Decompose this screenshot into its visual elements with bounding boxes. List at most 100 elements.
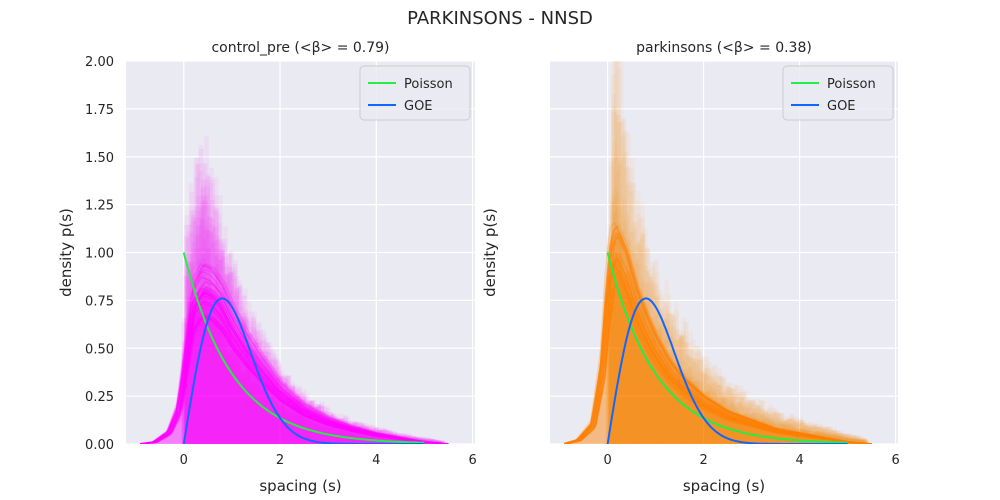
histogram-bar [215, 273, 221, 444]
histogram-bar [617, 242, 623, 444]
histogram-bar [733, 414, 738, 444]
histogram-bar [181, 352, 187, 444]
histogram-bar [187, 297, 192, 444]
histogram-bar [827, 427, 832, 444]
histogram-bar [744, 407, 750, 444]
histogram-bar [751, 419, 757, 444]
histogram-bar [726, 383, 732, 444]
histogram-bar [767, 417, 773, 444]
x-tick-label: 4 [795, 453, 803, 468]
histogram-bar [713, 397, 718, 444]
histogram-bar [659, 309, 665, 444]
histogram-bar [623, 271, 629, 444]
histogram-bar [611, 158, 617, 444]
histogram-bar [240, 374, 246, 444]
histogram-bar [422, 439, 427, 444]
histogram-bar [735, 408, 741, 444]
histogram-bar [228, 272, 234, 444]
histogram-bar [264, 385, 270, 444]
histogram-bar [816, 427, 822, 444]
histogram-bar [328, 411, 334, 444]
histogram-bar [806, 424, 811, 444]
histogram-bar [247, 317, 253, 444]
histogram-bar [305, 403, 311, 444]
histogram-bar [273, 361, 278, 444]
histogram-bar [725, 408, 731, 444]
histogram-bar [423, 439, 429, 444]
histogram-bar [661, 356, 667, 444]
histogram-bar [657, 289, 663, 444]
kde-curve [564, 258, 872, 444]
histogram-bar [630, 265, 636, 444]
histogram-bar [828, 434, 834, 444]
histogram-bar [412, 436, 418, 444]
histogram-bar [840, 434, 846, 444]
histogram-bar [277, 363, 283, 444]
histogram-bar [664, 280, 670, 444]
histogram-bar [731, 395, 737, 444]
histogram-bar [252, 349, 258, 444]
histogram-bar [317, 424, 323, 444]
histogram-bar [341, 425, 346, 444]
histogram-bar [736, 394, 742, 444]
histogram-bar [616, 122, 622, 444]
histogram-bar [382, 434, 388, 444]
histogram-bar [820, 432, 826, 444]
kde-curve [140, 290, 449, 444]
histogram-bar [716, 389, 721, 444]
histogram-bar [345, 425, 351, 444]
histogram-bar [677, 366, 682, 444]
histogram-bar [771, 427, 776, 444]
histogram-bar [833, 434, 839, 444]
histogram-bar [324, 405, 330, 444]
histogram-bar [293, 395, 299, 444]
histogram-bar [318, 403, 324, 444]
histogram-bar [761, 420, 767, 444]
histogram-bar [383, 434, 389, 444]
histogram-bar [784, 420, 790, 444]
histogram-bar [217, 239, 223, 444]
histogram-bar [254, 379, 260, 444]
histogram-bar [859, 439, 864, 444]
histogram-bar [276, 367, 281, 444]
histogram-bar [810, 433, 815, 444]
histogram-bar [695, 345, 701, 444]
histogram-bar [856, 435, 862, 444]
histogram-bar [250, 384, 255, 444]
histogram-bar [304, 403, 309, 444]
x-tick-label: 6 [468, 453, 476, 468]
histogram-bar [710, 390, 715, 444]
histogram-bar [708, 369, 714, 444]
histogram-bar [350, 427, 355, 444]
histogram-bar [213, 256, 219, 444]
histogram-bar [210, 281, 216, 444]
histogram-bar [854, 437, 860, 444]
histogram-bar [370, 433, 376, 444]
histogram-bar [660, 363, 666, 444]
histogram-bar [321, 412, 327, 444]
histogram-bar [717, 385, 723, 444]
histogram-bar [850, 437, 856, 444]
histogram-bar [755, 404, 761, 444]
axes-title: control_pre (<β> = 0.79) [211, 40, 389, 56]
histogram-bar [379, 429, 384, 444]
histogram-bar [440, 440, 445, 444]
histogram-bar [798, 419, 804, 444]
histogram-bar [288, 404, 294, 444]
histogram-bar [748, 399, 754, 444]
histogram-bar [388, 433, 394, 444]
histogram-bar [436, 439, 441, 444]
histogram-bar [672, 360, 678, 444]
histogram-bar [216, 325, 222, 444]
histogram-bar [376, 430, 382, 444]
histogram-bar [861, 437, 866, 444]
histogram-bar [811, 424, 816, 444]
histogram-bar [724, 408, 730, 444]
histogram-bar [642, 227, 648, 444]
histogram-bar [611, 94, 617, 444]
histogram-bar [287, 392, 293, 444]
plot-content [564, 61, 872, 444]
histogram-bar [783, 420, 789, 444]
histogram-bar [346, 421, 352, 444]
kde-curve [564, 260, 872, 444]
